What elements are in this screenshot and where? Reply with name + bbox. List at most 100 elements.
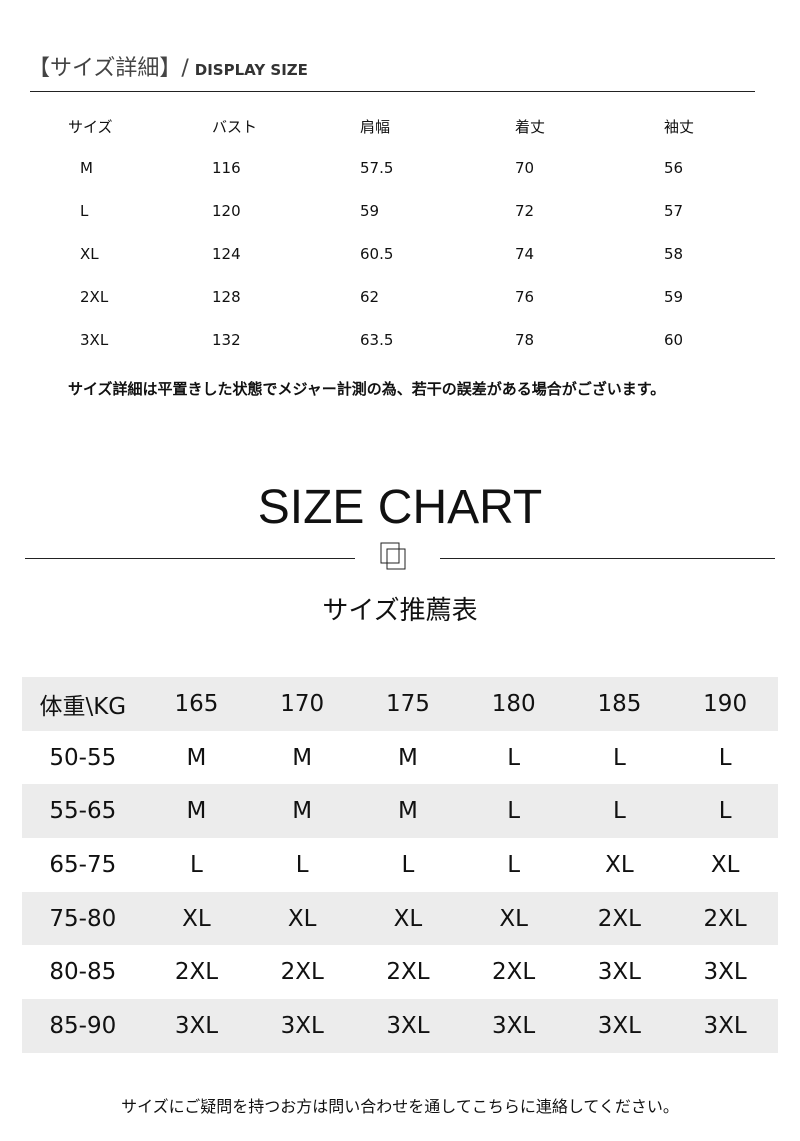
recommend-table: 体重\KG 165 170 175 180 185 190 50-55 M M M L L L 55-65 M… (22, 677, 778, 1053)
size-cell: M (292, 744, 313, 771)
header-cell: 165 (174, 690, 219, 717)
size-cell: XL (287, 905, 317, 932)
size-cell: 2XL (492, 959, 536, 986)
size-cell: L (295, 851, 309, 878)
recommend-row: 55-65 M M M L L L (22, 784, 778, 839)
cell: 63.5 (360, 331, 394, 349)
size-cell: 2XL (703, 905, 747, 932)
cell: XL (80, 245, 99, 263)
size-cell: L (190, 851, 203, 878)
cell: 74 (515, 245, 535, 263)
cell: 78 (515, 331, 535, 349)
size-cell: 3XL (492, 1012, 536, 1039)
size-cell: 3XL (386, 1012, 430, 1039)
size-cell: 2XL (174, 959, 219, 986)
size-cell: L (612, 798, 626, 825)
cell: M (80, 159, 93, 177)
size-cell: L (718, 744, 732, 771)
divider-right (440, 558, 775, 559)
size-cell: XL (710, 851, 740, 878)
weight-cell: 75-80 (49, 905, 117, 932)
cell: 59 (664, 288, 684, 306)
size-cell: 3XL (703, 1012, 747, 1039)
size-cell: L (507, 851, 521, 878)
cell: 57.5 (360, 159, 394, 177)
size-cell: 2XL (597, 905, 641, 932)
footer-note: サイズにご疑問を持つお方は問い合わせを通してこちらに連絡してください。 (121, 1097, 679, 1116)
cell: 124 (212, 245, 241, 263)
size-cell: M (292, 798, 313, 825)
chart-subtitle: サイズ推薦表 (322, 596, 478, 626)
header-cell: 185 (597, 690, 642, 717)
overlapping-squares-icon (380, 542, 406, 570)
cell: 56 (664, 159, 684, 177)
size-cell: 3XL (280, 1012, 324, 1039)
detail-row: L 120 59 72 57 (0, 202, 800, 232)
cell: 70 (515, 159, 535, 177)
detail-row: 2XL 128 62 76 59 (0, 288, 800, 318)
size-cell: M (398, 744, 418, 771)
detail-row: XL 124 60.5 74 58 (0, 245, 800, 275)
recommend-row: 75-80 XL XL XL XL 2XL 2XL (22, 891, 778, 946)
cell: 72 (515, 202, 535, 220)
divider (30, 91, 755, 92)
size-cell: M (186, 798, 207, 825)
header-cell: 袖丈 (664, 118, 695, 136)
header-cell: サイズ (68, 118, 113, 136)
section-title-jp: 【サイズ詳細】/ (28, 56, 189, 81)
weight-cell: 80-85 (49, 959, 117, 986)
detail-note: サイズ詳細は平置きした状態でメジャー計測の為、若干の誤差がある場合がございます。 (68, 380, 666, 398)
size-cell: 3XL (703, 959, 747, 986)
size-cell: XL (605, 851, 634, 878)
recommend-row: 80-85 2XL 2XL 2XL 2XL 3XL 3XL (22, 945, 778, 999)
size-cell: 3XL (174, 1012, 219, 1039)
cell: 2XL (80, 288, 109, 306)
header-cell: 190 (703, 690, 748, 717)
header-cell: 175 (385, 690, 430, 717)
size-cell: L (507, 744, 521, 771)
recommend-row: 65-75 L L L L XL XL (22, 838, 778, 892)
cell: 58 (664, 245, 684, 263)
cell: 128 (212, 288, 241, 306)
recommend-row: 85-90 3XL 3XL 3XL 3XL 3XL 3XL (22, 999, 778, 1053)
header-cell: 着丈 (515, 118, 546, 136)
size-cell: 3XL (597, 959, 641, 986)
chart-title: SIZE CHART (257, 481, 543, 534)
cell: 116 (212, 159, 241, 177)
size-cell: L (718, 798, 732, 825)
detail-row: 3XL 132 63.5 78 60 (0, 331, 800, 361)
cell: 57 (664, 202, 684, 220)
cell: 60.5 (360, 245, 394, 263)
size-cell: XL (499, 905, 528, 932)
section-subtitle: DISPLAY SIZE (194, 61, 308, 79)
header-cell: 体重\KG (39, 693, 127, 720)
section-title: 【サイズ詳細】/ DISPLAY SIZE (28, 50, 308, 82)
detail-header-row: サイズ バスト 肩幅 着丈 袖丈 (0, 116, 800, 146)
header-cell: バスト (212, 118, 258, 136)
weight-cell: 50-55 (49, 744, 117, 771)
weight-cell: 85-90 (49, 1012, 117, 1039)
size-cell: 2XL (280, 959, 324, 986)
cell: 76 (515, 288, 535, 306)
size-cell: M (398, 798, 418, 825)
size-cell: L (612, 744, 626, 771)
size-cell: 2XL (386, 959, 430, 986)
cell: 132 (212, 331, 241, 349)
cell: 60 (664, 331, 684, 349)
recommend-row: 50-55 M M M L L L (22, 731, 778, 785)
size-cell: M (186, 744, 207, 771)
size-cell: XL (393, 905, 423, 932)
size-cell: L (401, 851, 415, 878)
size-cell: 3XL (597, 1012, 641, 1039)
cell: 59 (360, 202, 380, 220)
weight-cell: 55-65 (49, 798, 117, 825)
cell: 62 (360, 288, 380, 306)
recommend-header-row: 体重\KG 165 170 175 180 185 190 (22, 677, 778, 731)
size-cell: L (507, 798, 521, 825)
cell: 3XL (80, 331, 109, 349)
header-cell: 肩幅 (360, 118, 391, 136)
divider-left (25, 558, 355, 559)
weight-cell: 65-75 (49, 851, 117, 878)
cell: 120 (212, 202, 241, 220)
